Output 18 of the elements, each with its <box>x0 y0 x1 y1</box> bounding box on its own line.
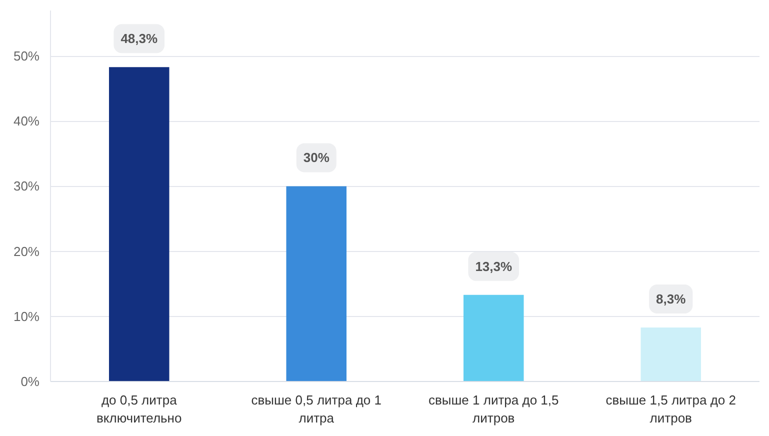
y-tick-label: 10% <box>13 308 40 324</box>
data-label: 13,3% <box>475 258 512 274</box>
data-label: 30% <box>303 150 330 166</box>
x-tick-label: свыше 1 литра до 1,5 литров <box>428 392 559 426</box>
x-tick-label: свыше 1,5 литра до 2 литров <box>606 392 736 426</box>
bar <box>640 327 702 382</box>
data-label: 8,3% <box>656 291 686 306</box>
bar <box>108 67 170 382</box>
x-tick-label: свыше 0,5 литра до 1 литра <box>251 392 382 426</box>
bar <box>463 294 524 382</box>
y-tick-label: 40% <box>13 114 40 129</box>
y-tick-label: 50% <box>13 48 40 64</box>
y-tick-label: 0% <box>20 374 40 389</box>
x-tick-label: до 0,5 литра включительно <box>96 392 182 426</box>
y-tick-label: 30% <box>13 178 40 194</box>
y-tick-label: 20% <box>13 244 40 259</box>
bar <box>286 186 347 382</box>
data-label: 48,3% <box>120 31 158 46</box>
